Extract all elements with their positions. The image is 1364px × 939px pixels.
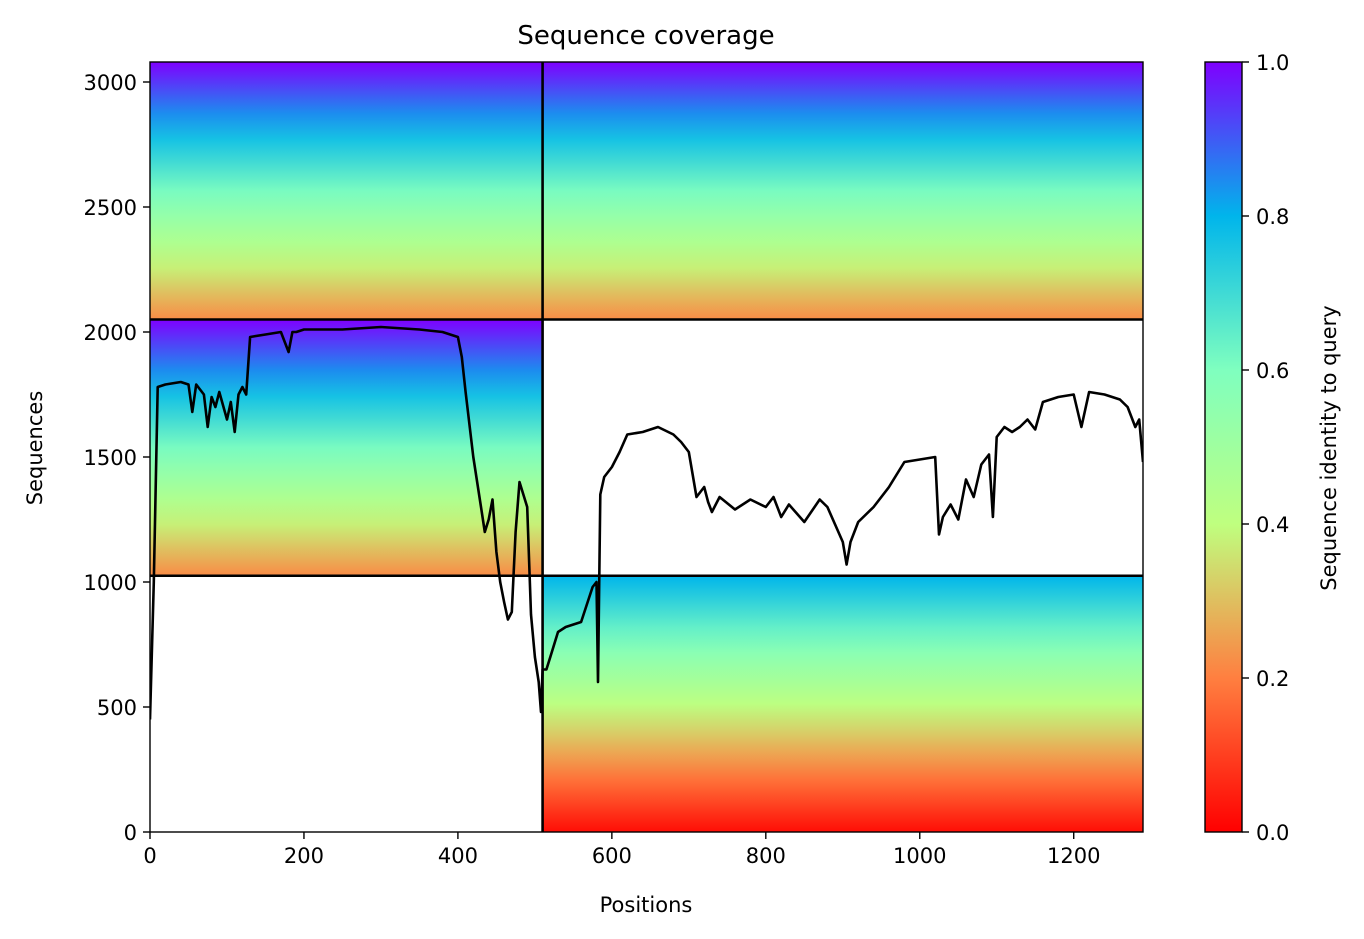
x-tick-label: 600 — [592, 844, 632, 868]
x-tick-label: 200 — [284, 844, 324, 868]
colorbar: 0.0 0.2 0.4 0.6 0.8 1.0 Sequence identity to … — [1204, 51, 1341, 845]
colorbar-tick-label: 0.8 — [1256, 205, 1289, 229]
x-tick-label: 1200 — [1047, 844, 1100, 868]
x-tick-label: 800 — [746, 844, 786, 868]
coverage-block — [150, 319, 543, 576]
y-tick-label: 500 — [97, 696, 137, 720]
colorbar-ticks: 0.0 0.2 0.4 0.6 0.8 1.0 — [1242, 51, 1289, 845]
y-tick-label: 2500 — [84, 196, 137, 220]
plot-area — [150, 62, 1143, 832]
coverage-block — [150, 62, 543, 320]
coverage-block — [542, 575, 1143, 832]
y-tick-label: 1500 — [84, 446, 137, 470]
chart-title: Sequence coverage — [517, 21, 774, 51]
x-tick-label: 0 — [143, 844, 156, 868]
x-axis-label: Positions — [600, 893, 693, 917]
colorbar-tick-label: 0.2 — [1256, 667, 1289, 691]
colorbar-tick-label: 0.4 — [1256, 513, 1289, 537]
y-axis-ticks: 0 500 1000 1500 2000 2500 3000 — [84, 71, 150, 845]
y-axis-label: Sequences — [23, 391, 47, 506]
x-tick-label: 1000 — [893, 844, 946, 868]
coverage-blocks — [150, 62, 1143, 832]
plot-frame — [149, 61, 1144, 833]
colorbar-label: Sequence identity to query — [1317, 305, 1341, 590]
y-tick-label: 2000 — [84, 321, 137, 345]
colorbar-tick-label: 0.6 — [1256, 359, 1289, 383]
colorbar-gradient — [1204, 61, 1243, 833]
x-axis-ticks: 0 200 400 600 800 1000 1200 — [143, 832, 1100, 868]
colorbar-tick-label: 0.0 — [1256, 821, 1289, 845]
y-tick-label: 1000 — [84, 571, 137, 595]
coverage-block — [542, 62, 1143, 320]
coverage-line — [150, 325, 1143, 720]
y-tick-label: 0 — [124, 821, 137, 845]
y-tick-label: 3000 — [84, 71, 137, 95]
x-tick-label: 400 — [438, 844, 478, 868]
colorbar-tick-label: 1.0 — [1256, 51, 1289, 75]
